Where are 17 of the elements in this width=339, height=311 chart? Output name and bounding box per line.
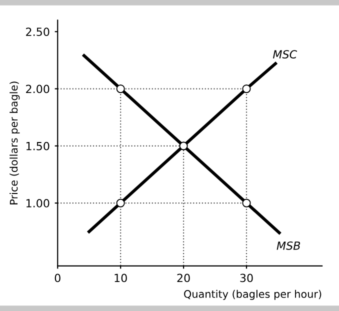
y-tick-label: 2.50 <box>26 28 50 36</box>
point <box>179 142 188 150</box>
y-tick-label: 1.00 <box>26 199 50 208</box>
point <box>116 84 125 94</box>
x-tick-label: 10 <box>114 274 127 282</box>
y-tick-label: 1.50 <box>26 142 50 150</box>
series-label: MSC <box>272 50 298 59</box>
y-axis-title: Price (dollars per bagle) <box>10 82 20 204</box>
point <box>242 198 251 208</box>
series-label: MSB <box>276 241 300 250</box>
x-tick-label: 20 <box>177 274 190 282</box>
x-tick-label: 0 <box>54 274 60 282</box>
point <box>242 84 251 94</box>
x-axis-title: Quantity (bagles per hour) <box>184 290 322 300</box>
x-tick-label: 30 <box>240 274 253 282</box>
y-tick-label: 2.00 <box>26 84 50 94</box>
point <box>116 198 125 208</box>
